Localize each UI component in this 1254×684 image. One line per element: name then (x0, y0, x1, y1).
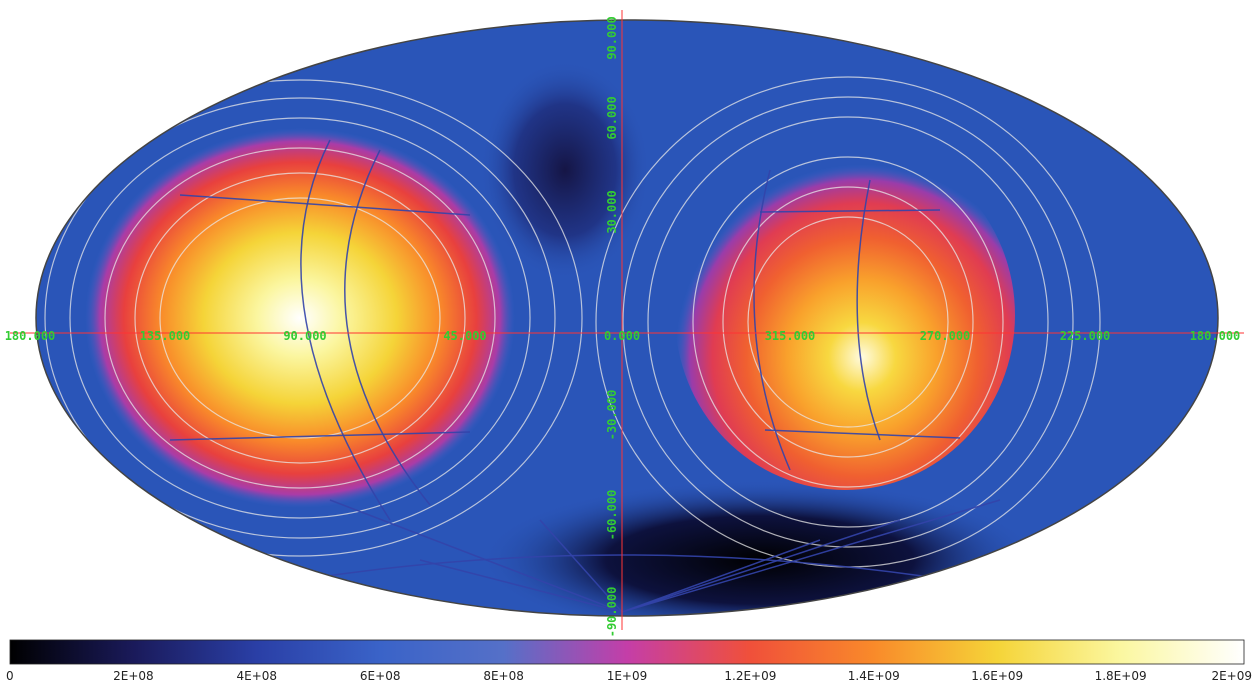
latitude-label: -90.000 (605, 587, 619, 638)
grid-line (179, 194, 471, 216)
low-intensity-region-north (480, 60, 650, 280)
latitude-label: 90.000 (605, 16, 619, 59)
colorbar-tick-label: 1.8E+09 (1095, 669, 1147, 683)
grid-line (300, 139, 391, 521)
contour-ring (622, 96, 1074, 548)
contour-ring (44, 97, 556, 539)
contour-lines (36, 76, 1101, 568)
grid-line (344, 149, 431, 506)
grid-line (621, 519, 901, 613)
contour-ring (747, 216, 949, 428)
grid-line (856, 179, 881, 441)
contour-ring (647, 116, 1049, 528)
longitude-label: 225.000 (1060, 329, 1111, 343)
grid-line (329, 499, 623, 613)
longitude-label: 180.000 (1190, 329, 1241, 343)
colorbar-tick-label: 8E+08 (483, 669, 524, 683)
grid-line (419, 559, 623, 613)
grid-line (621, 539, 821, 613)
colorbar-tick-label: 6E+08 (360, 669, 401, 683)
colorbar-labels: 0 2E+08 4E+08 6E+08 8E+08 1E+09 1.2E+09 1.4E+09… (6, 669, 1252, 683)
grid-line (764, 429, 961, 439)
longitude-labels: 180.000 135.000 90.000 45.000 0.000 315.000 27… (5, 329, 1241, 343)
contour-ring (722, 186, 974, 458)
latitude-label: 30.000 (605, 190, 619, 233)
map-outline (35, 19, 1219, 617)
grid-line (621, 499, 1001, 613)
colorbar-tick-label: 1.6E+09 (971, 669, 1023, 683)
contour-ring (134, 172, 466, 464)
colorbar-tick-label: 2E+09 (1211, 669, 1252, 683)
longitude-label: 90.000 (283, 329, 326, 343)
colorbar (9, 639, 1245, 665)
latitude-label: -30.000 (605, 390, 619, 441)
longitude-label: 0.000 (604, 329, 640, 343)
hotspot-left (85, 128, 515, 508)
colorbar-tick-label: 0 (6, 669, 14, 683)
contour-ring (692, 156, 1004, 488)
colorbar-tick-label: 4E+08 (237, 669, 278, 683)
colorbar-tick-label: 1E+09 (607, 669, 648, 683)
contour-ring (159, 197, 441, 439)
grid-line (539, 519, 623, 613)
longitude-label: 45.000 (443, 329, 486, 343)
colorbar-tick-label: 1.4E+09 (848, 669, 900, 683)
colorbar-tick-label: 2E+08 (113, 669, 154, 683)
grid-line (169, 431, 471, 441)
grid-line (753, 169, 791, 471)
longitude-label: 315.000 (765, 329, 816, 343)
latitude-label: -60.000 (605, 490, 619, 541)
grid-line (759, 209, 941, 213)
longitude-label: 180.000 (5, 329, 56, 343)
contour-ring (69, 117, 531, 519)
longitude-label: 270.000 (920, 329, 971, 343)
longitude-label: 135.000 (140, 329, 191, 343)
latitude-labels: 90.000 60.000 30.000 -30.000 -60.000 -90.000 (605, 16, 619, 637)
contour-ring (36, 79, 583, 557)
hotspot-right (675, 140, 1015, 490)
latitude-label: 60.000 (605, 96, 619, 139)
colorbar-tick-label: 1.2E+09 (724, 669, 776, 683)
contour-ring (104, 147, 496, 489)
